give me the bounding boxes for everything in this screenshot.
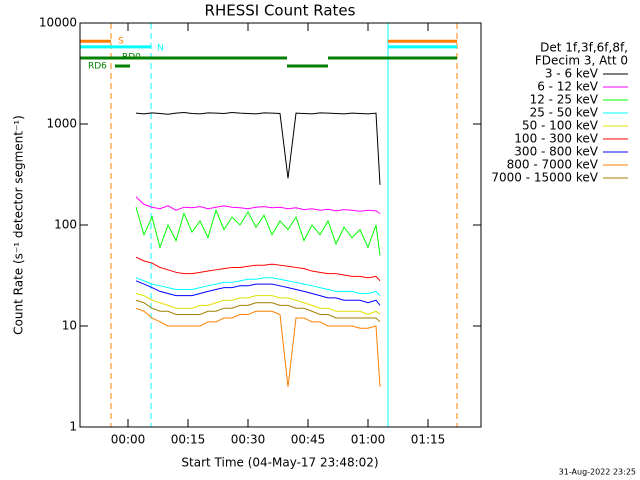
- flag-label: RD0: [122, 53, 141, 63]
- x-tick-label: 00:15: [171, 433, 206, 447]
- series-line: [135, 307, 381, 387]
- legend-header: FDecim 3, Att 0: [535, 54, 628, 68]
- legend-label: 7000 - 15000 keV: [491, 171, 598, 185]
- y-tick-label: 100: [54, 218, 77, 232]
- chart-title: RHESSI Count Rates: [205, 2, 356, 20]
- series-line: [135, 111, 381, 185]
- y-tick-label: 1: [69, 420, 77, 434]
- legend-label: 800 - 7000 keV: [507, 158, 599, 172]
- legend-header: Det 1f,3f,6f,8f,: [540, 41, 628, 55]
- legend-label: 300 - 800 keV: [514, 145, 598, 159]
- flag-label: N: [157, 44, 164, 54]
- footer: 31-Aug-2022 23:25: [559, 468, 636, 477]
- x-tick-label: 01:15: [411, 433, 446, 447]
- legend-label: 100 - 300 keV: [514, 132, 598, 146]
- plot-area: [80, 23, 458, 427]
- x-axis-label: Start Time (04-May-17 23:48:02): [181, 456, 378, 470]
- legend-label: 12 - 25 keV: [530, 93, 599, 107]
- y-axis-label: Count Rate (s⁻¹ detector segment⁻¹): [12, 115, 26, 335]
- series-line: [135, 299, 381, 323]
- flag-label: RD6: [88, 62, 107, 72]
- flag-label: S: [118, 37, 124, 47]
- legend-label: 50 - 100 keV: [522, 119, 599, 133]
- series-line: [135, 292, 381, 316]
- series-line: [135, 256, 381, 282]
- legend-label: 6 - 12 keV: [537, 80, 599, 94]
- series-line: [135, 207, 381, 256]
- x-tick-label: 00:00: [111, 433, 146, 447]
- legend-label: 3 - 6 keV: [545, 67, 599, 81]
- series-line: [135, 196, 381, 214]
- y-tick-label: 10000: [39, 16, 77, 30]
- x-tick-label: 00:30: [231, 433, 266, 447]
- legend-label: 25 - 50 keV: [530, 106, 599, 120]
- x-tick-label: 00:45: [291, 433, 326, 447]
- series-line: [135, 280, 381, 306]
- series-line: [135, 277, 381, 296]
- y-tick-label: 1000: [46, 117, 77, 131]
- x-tick-label: 01:00: [351, 433, 386, 447]
- y-tick-label: 10: [62, 319, 77, 333]
